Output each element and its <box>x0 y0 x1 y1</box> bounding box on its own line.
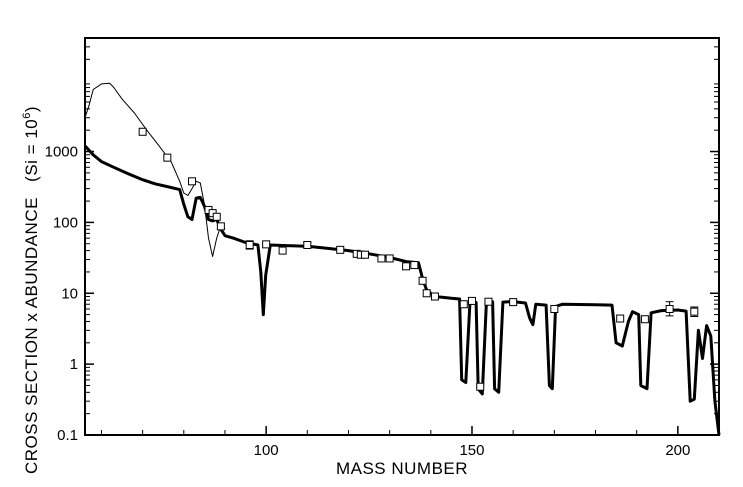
plot-frame <box>84 37 720 436</box>
data-marker <box>336 245 345 254</box>
data-marker <box>188 177 197 186</box>
y-tick-label: 100 <box>53 214 78 231</box>
y-tick-label: 10 <box>61 285 78 302</box>
series-line-thick <box>83 144 721 436</box>
y-axis-label: CROSS SECTION x ABUNDANCE (Si = 106) <box>21 106 41 474</box>
data-marker <box>360 250 369 259</box>
data-marker <box>377 254 386 263</box>
data-marker <box>422 289 431 298</box>
marker-layer <box>138 127 699 391</box>
axis-ticks: 100 150 200 0.1 1 10 100 1000 <box>45 37 720 459</box>
y-axis-title: CROSS SECTION x ABUNDANCE (Si = 106) <box>21 106 41 474</box>
data-marker <box>430 292 439 301</box>
data-marker <box>690 307 699 316</box>
y-tick-label: 0.1 <box>57 427 78 444</box>
y-tick-label: 1000 <box>45 144 78 161</box>
data-marker <box>402 262 411 271</box>
x-tick-label: 100 <box>254 442 279 459</box>
x-axis-label: MASS NUMBER <box>336 459 468 478</box>
y-tick-label: 1 <box>70 356 78 373</box>
data-marker <box>665 304 674 313</box>
data-marker <box>476 382 485 391</box>
data-marker <box>459 300 468 309</box>
data-marker <box>385 254 394 263</box>
data-marker <box>467 296 476 305</box>
series-line-thin <box>84 82 226 257</box>
data-marker <box>216 222 225 231</box>
x-tick-label: 200 <box>665 442 690 459</box>
data-marker <box>550 304 559 313</box>
data-marker <box>163 153 172 162</box>
data-marker <box>484 297 493 306</box>
series-layer <box>83 82 721 436</box>
data-marker <box>262 240 271 249</box>
data-marker <box>509 298 518 307</box>
data-marker <box>616 314 625 323</box>
data-marker <box>138 127 147 136</box>
data-marker <box>418 276 427 285</box>
data-marker <box>410 261 419 270</box>
data-marker <box>303 240 312 249</box>
data-marker <box>245 240 254 249</box>
data-marker <box>640 315 649 324</box>
data-marker <box>278 246 287 255</box>
x-tick-label: 150 <box>459 442 484 459</box>
data-marker <box>212 212 221 221</box>
